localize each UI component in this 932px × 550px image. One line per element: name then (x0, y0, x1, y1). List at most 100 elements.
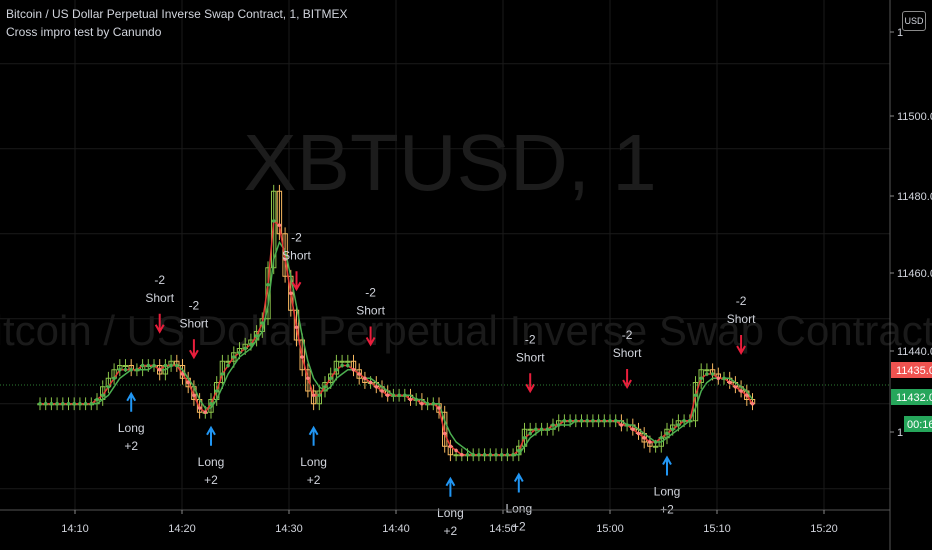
ma-dot (397, 393, 401, 398)
ma-dot (574, 418, 578, 423)
ma-dot (380, 389, 384, 393)
ma-dot (716, 376, 721, 381)
current-price-label: 11435.0 (896, 365, 932, 377)
ma-dot (95, 397, 99, 402)
candle (276, 184, 283, 241)
candle-body (453, 454, 459, 457)
short-arrow (736, 335, 746, 356)
ma-dot (61, 401, 65, 406)
ma-dot (454, 448, 458, 453)
candle-body (310, 390, 317, 405)
long-signal-label: Long (118, 421, 145, 435)
ma-dot (112, 376, 116, 381)
long-arrow (206, 425, 216, 446)
time-tick-label: 14:10 (61, 523, 89, 535)
time-tick-label: 14:50 (489, 523, 517, 535)
study-title[interactable]: Cross impro test by Canundo (6, 25, 162, 39)
ma-dot (517, 448, 521, 453)
short-signal-value: -2 (525, 332, 536, 346)
ma-dot (539, 427, 544, 432)
short-arrow (365, 326, 376, 347)
ma-dot (306, 376, 310, 381)
ma-dot (232, 355, 236, 359)
ma-dot (585, 418, 589, 423)
price-scale[interactable]: 1 11500.0 11480.0 11460.0 11440.0 1 11435.0 114… (889, 0, 932, 550)
ma-dot (226, 363, 230, 368)
candle (630, 418, 636, 436)
short-signal-value: -2 (736, 294, 747, 308)
ma-dot (323, 384, 327, 389)
short-signal-label: Short (356, 304, 385, 318)
countdown-label: 00:16 (907, 419, 932, 431)
candle (385, 384, 391, 402)
candle (174, 354, 180, 372)
ma-dot (351, 367, 356, 372)
short-arrow (622, 369, 632, 390)
ma-dot (425, 401, 430, 406)
ma-dot (249, 342, 253, 347)
ma-dot (625, 423, 629, 427)
time-tick-label: 15:10 (703, 523, 731, 535)
ma-dot (129, 367, 133, 372)
ma-dot (43, 401, 48, 406)
candle (350, 354, 357, 377)
ma-dot (334, 367, 339, 372)
watermark-description: Bitcoin / US Dollar Perpetual Inverse Sw… (0, 307, 932, 354)
ma-dot (420, 401, 424, 406)
long-arrow (513, 472, 524, 493)
candle-body (276, 190, 283, 235)
ma-dot (277, 223, 282, 228)
ma-dot (670, 427, 675, 432)
candle (139, 359, 146, 377)
candle-body (271, 190, 277, 269)
candle (556, 414, 562, 432)
ma-dot (294, 325, 299, 330)
ma-dot (180, 372, 185, 376)
ma-dot (659, 435, 664, 440)
ma-dot (346, 363, 350, 368)
ma-dot (100, 393, 105, 398)
ma-dot (163, 363, 168, 368)
candle-body (652, 445, 659, 448)
currency-button[interactable]: USD (902, 11, 926, 31)
ma-dot (363, 376, 367, 381)
ma-dot (551, 423, 555, 427)
candle (727, 371, 733, 389)
ma-dot (385, 393, 390, 398)
short-signal-value: -2 (291, 230, 302, 244)
long-signal-value: +2 (124, 439, 138, 453)
ma-dot (328, 376, 333, 381)
candle-body (293, 309, 300, 341)
ma-dot (431, 401, 436, 406)
ma-dot (665, 431, 669, 436)
time-tick-label: 14:30 (275, 523, 303, 535)
candle (362, 371, 368, 389)
candle (635, 422, 642, 440)
ma-dot (414, 397, 419, 402)
short-signal-value: -2 (189, 298, 200, 312)
ma-dot (55, 401, 59, 406)
ma-dot (72, 401, 76, 406)
ma-dot (699, 376, 703, 381)
candle (419, 393, 425, 411)
long-signal-label: Long (505, 502, 532, 516)
second-price-label: 11432.0 (896, 392, 932, 404)
ma-dot (271, 219, 276, 223)
time-axis[interactable]: 14:10 14:20 14:30 14:40 14:50 15:00 15:10 15:20 (0, 509, 890, 535)
candle-body (231, 352, 237, 362)
ma-dot (477, 452, 481, 457)
price-tick-label: 11440.0 (897, 346, 932, 358)
short-arrow (189, 339, 199, 360)
ma-dot (482, 452, 487, 457)
ma-dot (135, 367, 139, 372)
candle (738, 380, 744, 398)
ma-dot (357, 372, 362, 376)
ma-dot (340, 363, 344, 368)
ma-dot (283, 257, 287, 262)
candle-body (328, 373, 334, 383)
ma-dot (289, 291, 293, 296)
ma-dot (311, 393, 316, 398)
ma-dot (710, 372, 715, 376)
candle-body (345, 360, 351, 363)
